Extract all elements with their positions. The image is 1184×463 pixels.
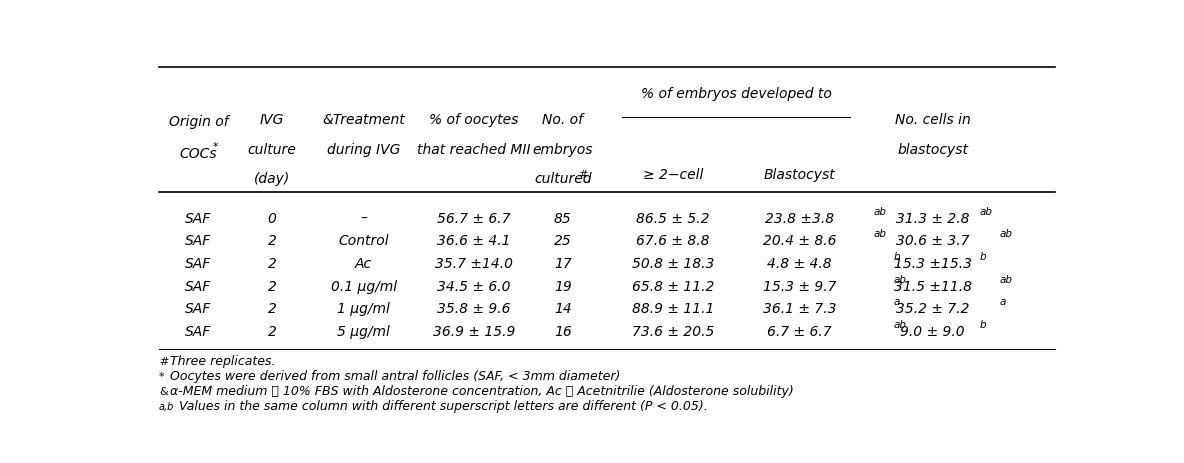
Text: 23.8 ±3.8: 23.8 ±3.8 (765, 212, 834, 225)
Text: 88.9 ± 11.1: 88.9 ± 11.1 (632, 302, 714, 316)
Text: &: & (159, 386, 168, 396)
Text: Blastocyst: Blastocyst (764, 168, 836, 182)
Text: IVG: IVG (259, 113, 284, 127)
Text: b: b (893, 251, 900, 262)
Text: that reached MII: that reached MII (417, 143, 530, 157)
Text: α-MEM medium ； 10% FBS with Aldosterone concentration, Ac ； Acetnitrilie (Aldost: α-MEM medium ； 10% FBS with Aldosterone … (170, 385, 793, 398)
Text: *: * (159, 371, 165, 381)
Text: % of embryos developed to: % of embryos developed to (641, 87, 831, 100)
Text: &Treatment: &Treatment (322, 113, 405, 127)
Text: during IVG: during IVG (327, 143, 400, 157)
Text: SAF: SAF (186, 212, 212, 225)
Text: 5 μg/ml: 5 μg/ml (337, 324, 390, 338)
Text: 67.6 ± 8.8: 67.6 ± 8.8 (636, 234, 709, 248)
Text: 25: 25 (554, 234, 572, 248)
Text: 35.7 ±14.0: 35.7 ±14.0 (435, 257, 513, 270)
Text: 50.8 ± 18.3: 50.8 ± 18.3 (632, 257, 714, 270)
Text: % of oocytes: % of oocytes (429, 113, 519, 127)
Text: 15.3 ± 9.7: 15.3 ± 9.7 (762, 279, 836, 293)
Text: Values in the same column with different superscript letters are different (P < : Values in the same column with different… (179, 400, 708, 413)
Text: ab: ab (1000, 229, 1012, 239)
Text: ab: ab (893, 274, 906, 284)
Text: 2: 2 (268, 279, 276, 293)
Text: ab: ab (980, 206, 993, 216)
Text: SAF: SAF (186, 324, 212, 338)
Text: 31.5 ±11.8: 31.5 ±11.8 (894, 279, 972, 293)
Text: 16: 16 (554, 324, 572, 338)
Text: Ac: Ac (355, 257, 372, 270)
Text: 2: 2 (268, 234, 276, 248)
Text: a: a (1000, 297, 1006, 307)
Text: 65.8 ± 11.2: 65.8 ± 11.2 (632, 279, 714, 293)
Text: 14: 14 (554, 302, 572, 316)
Text: b: b (980, 251, 986, 262)
Text: Origin of: Origin of (168, 114, 229, 129)
Text: ab: ab (893, 319, 906, 329)
Text: (day): (day) (253, 172, 290, 186)
Text: 1 μg/ml: 1 μg/ml (337, 302, 390, 316)
Text: 2: 2 (268, 257, 276, 270)
Text: SAF: SAF (186, 302, 212, 316)
Text: ab: ab (874, 206, 887, 216)
Text: 36.9 ± 15.9: 36.9 ± 15.9 (432, 324, 515, 338)
Text: 36.1 ± 7.3: 36.1 ± 7.3 (762, 302, 836, 316)
Text: Three replicates.: Three replicates. (170, 355, 276, 368)
Text: 19: 19 (554, 279, 572, 293)
Text: COCs: COCs (180, 147, 218, 161)
Text: ab: ab (874, 229, 887, 239)
Text: Control: Control (339, 234, 390, 248)
Text: 20.4 ± 8.6: 20.4 ± 8.6 (762, 234, 836, 248)
Text: 56.7 ± 6.7: 56.7 ± 6.7 (437, 212, 510, 225)
Text: #: # (159, 356, 168, 366)
Text: 30.6 ± 3.7: 30.6 ± 3.7 (896, 234, 970, 248)
Text: 35.8 ± 9.6: 35.8 ± 9.6 (437, 302, 510, 316)
Text: #: # (578, 169, 587, 179)
Text: 0.1 μg/ml: 0.1 μg/ml (330, 279, 397, 293)
Text: *: * (212, 142, 218, 151)
Text: 36.6 ± 4.1: 36.6 ± 4.1 (437, 234, 510, 248)
Text: 35.2 ± 7.2: 35.2 ± 7.2 (896, 302, 970, 316)
Text: SAF: SAF (186, 257, 212, 270)
Text: 73.6 ± 20.5: 73.6 ± 20.5 (632, 324, 714, 338)
Text: b: b (980, 319, 986, 329)
Text: a: a (893, 297, 900, 307)
Text: 2: 2 (268, 324, 276, 338)
Text: 86.5 ± 5.2: 86.5 ± 5.2 (636, 212, 709, 225)
Text: 6.7 ± 6.7: 6.7 ± 6.7 (767, 324, 832, 338)
Text: SAF: SAF (186, 279, 212, 293)
Text: 85: 85 (554, 212, 572, 225)
Text: 4.8 ± 4.8: 4.8 ± 4.8 (767, 257, 832, 270)
Text: 2: 2 (268, 302, 276, 316)
Text: culture: culture (247, 143, 296, 157)
Text: 17: 17 (554, 257, 572, 270)
Text: No. cells in: No. cells in (895, 113, 971, 127)
Text: –: – (360, 212, 367, 225)
Text: a,b: a,b (159, 401, 174, 411)
Text: SAF: SAF (186, 234, 212, 248)
Text: Oocytes were derived from small antral follicles (SAF, < 3mm diameter): Oocytes were derived from small antral f… (170, 369, 620, 382)
Text: ab: ab (1000, 274, 1012, 284)
Text: embryos: embryos (533, 143, 593, 157)
Text: 0: 0 (268, 212, 276, 225)
Text: cultured: cultured (534, 172, 592, 186)
Text: 15.3 ±15.3: 15.3 ±15.3 (894, 257, 972, 270)
Text: ≥ 2−cell: ≥ 2−cell (643, 168, 703, 182)
Text: 31.3 ± 2.8: 31.3 ± 2.8 (896, 212, 970, 225)
Text: blastocyst: blastocyst (897, 143, 969, 157)
Text: No. of: No. of (542, 113, 584, 127)
Text: 9.0 ± 9.0: 9.0 ± 9.0 (900, 324, 965, 338)
Text: 34.5 ± 6.0: 34.5 ± 6.0 (437, 279, 510, 293)
